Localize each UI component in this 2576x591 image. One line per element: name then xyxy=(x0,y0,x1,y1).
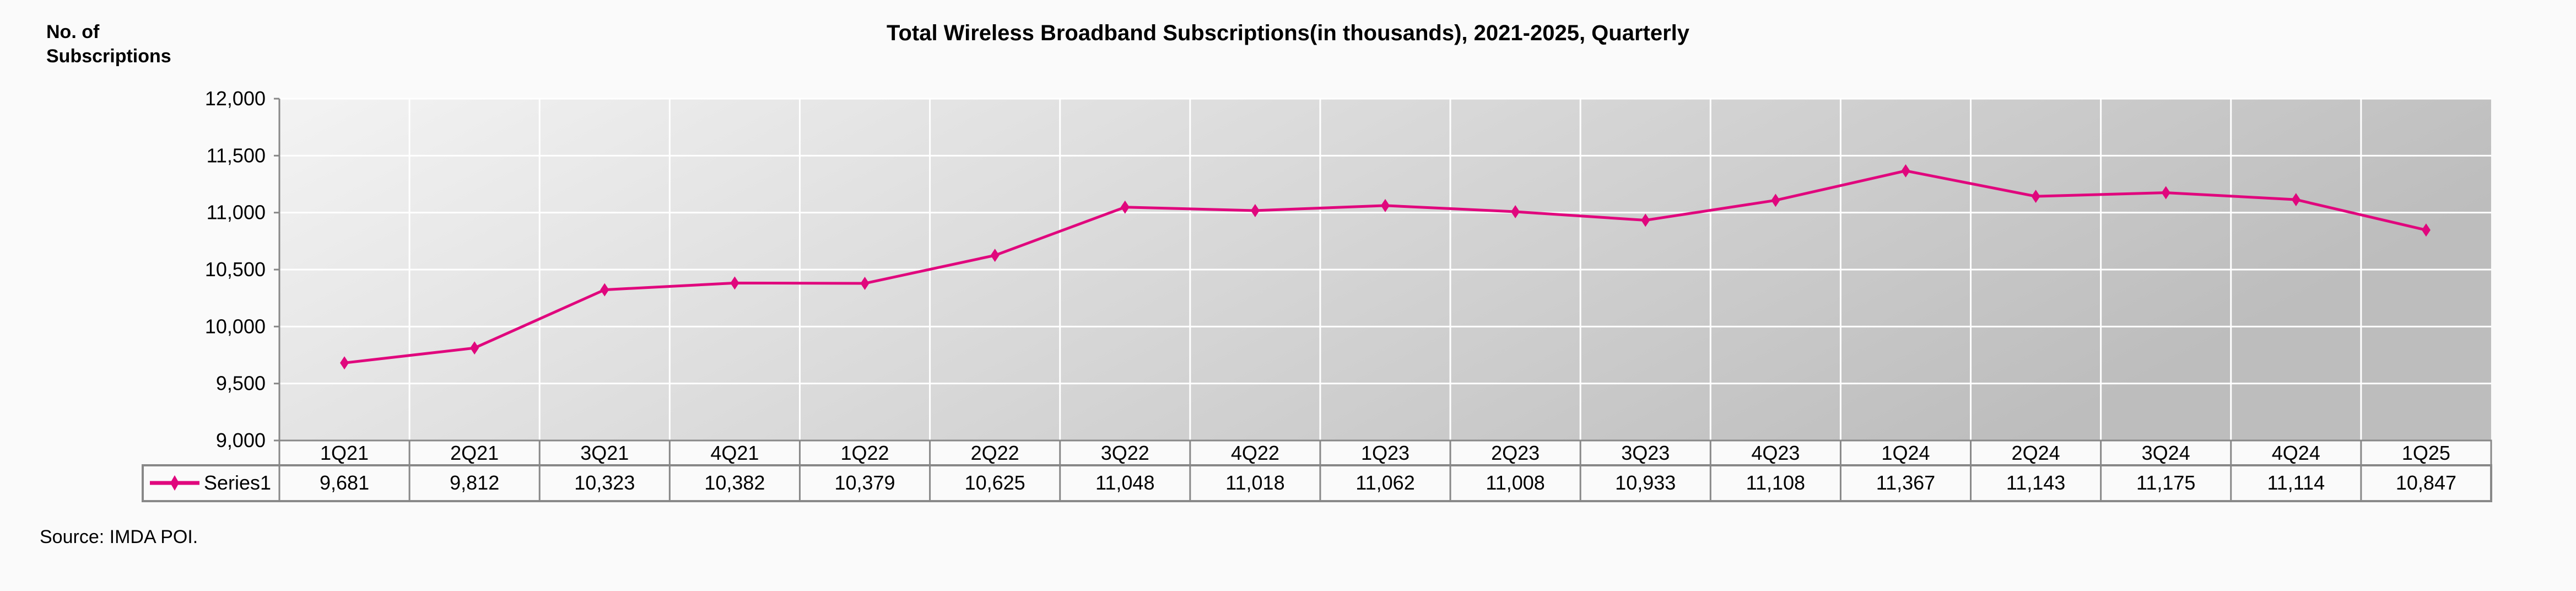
data-table-value: 9,681 xyxy=(320,471,369,494)
category-row xyxy=(278,439,2492,466)
data-table-value: 11,175 xyxy=(2136,471,2195,494)
data-table-value: 10,933 xyxy=(1615,471,1676,494)
data-point-marker xyxy=(1381,198,1390,212)
x-tick-label: 2Q21 xyxy=(450,442,499,464)
x-tick-label: 1Q22 xyxy=(840,442,889,464)
data-table-value: 11,108 xyxy=(1746,471,1805,494)
y-tick-label: 9,000 xyxy=(216,429,266,452)
data-point-marker xyxy=(600,283,609,297)
data-table-value: 11,018 xyxy=(1225,471,1284,494)
data-point-marker xyxy=(470,341,479,355)
y-tick-label: 10,500 xyxy=(205,258,266,281)
x-tick-label: 2Q24 xyxy=(2012,442,2060,464)
y-axis-label-text: No. of Subscriptions xyxy=(46,22,171,67)
legend-label: Series1 xyxy=(204,471,271,494)
y-tick-label: 10,000 xyxy=(205,315,266,337)
data-table-value: 11,367 xyxy=(1876,471,1935,494)
x-tick-label: 3Q24 xyxy=(2142,442,2190,464)
data-table-value: 11,008 xyxy=(1486,471,1544,494)
data-point-marker xyxy=(730,276,739,290)
data-point-marker xyxy=(2031,190,2040,203)
data-table-value: 10,847 xyxy=(2396,471,2456,494)
data-point-marker xyxy=(1901,164,1910,178)
data-point-marker xyxy=(340,356,349,370)
data-point-marker xyxy=(1250,203,1260,217)
x-tick-label: 3Q22 xyxy=(1101,442,1149,464)
data-table-value: 10,379 xyxy=(834,471,895,494)
data-table-value: 11,143 xyxy=(2006,471,2065,494)
data-table-value: 10,382 xyxy=(704,471,765,494)
x-tick-label: 2Q22 xyxy=(971,442,1019,464)
data-point-marker xyxy=(1120,200,1130,214)
data-point-marker xyxy=(2291,193,2300,207)
x-tick-label: 4Q24 xyxy=(2272,442,2320,464)
y-tick-label: 11,500 xyxy=(207,144,266,166)
data-point-marker xyxy=(1771,194,1780,207)
data-point-marker xyxy=(990,249,1000,262)
y-tick-label: 9,500 xyxy=(216,372,266,395)
series-row xyxy=(142,464,2492,502)
x-tick-label: 1Q21 xyxy=(320,442,369,464)
data-table-value: 11,062 xyxy=(1355,471,1414,494)
data-point-marker xyxy=(1511,205,1520,219)
y-axis-label: No. of Subscriptions xyxy=(46,20,190,68)
data-point-marker xyxy=(2421,223,2431,237)
y-tick-label: 12,000 xyxy=(205,87,266,110)
x-tick-label: 3Q23 xyxy=(1621,442,1670,464)
data-table-value: 9,812 xyxy=(450,471,499,494)
x-tick-label: 4Q21 xyxy=(710,442,759,464)
source-note: Source: IMDA POI. xyxy=(40,526,198,547)
y-tick-label: 11,000 xyxy=(207,201,266,224)
x-tick-label: 3Q21 xyxy=(580,442,629,464)
x-tick-label: 4Q22 xyxy=(1231,442,1279,464)
chart-title: Total Wireless Broadband Subscriptions(i… xyxy=(886,21,1690,45)
data-table-value: 10,323 xyxy=(574,471,635,494)
x-tick-label: 1Q24 xyxy=(1881,442,1930,464)
x-tick-label: 1Q25 xyxy=(2402,442,2450,464)
data-point-marker xyxy=(860,277,870,291)
x-tick-label: 1Q23 xyxy=(1361,442,1409,464)
legend-marker-icon xyxy=(170,475,179,491)
data-table-value: 11,114 xyxy=(2267,471,2325,494)
data-point-marker xyxy=(2161,186,2170,200)
x-tick-label: 4Q23 xyxy=(1751,442,1800,464)
data-table-value: 10,625 xyxy=(965,471,1025,494)
data-table-value: 11,048 xyxy=(1095,471,1154,494)
data-point-marker xyxy=(1641,213,1650,227)
x-tick-label: 2Q23 xyxy=(1491,442,1540,464)
